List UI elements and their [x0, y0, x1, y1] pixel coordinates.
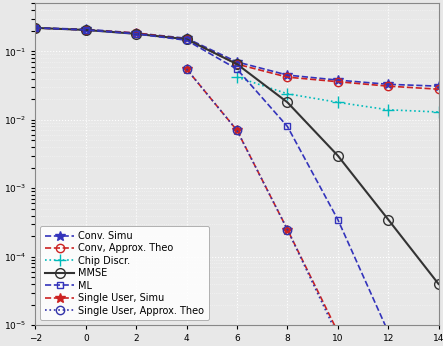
ML — [184, 38, 189, 42]
Line: Conv, Approx. Theo: Conv, Approx. Theo — [31, 24, 443, 93]
Single User, Approx. Theo — [335, 334, 340, 338]
Chip Discr. — [335, 100, 340, 104]
ML — [385, 330, 391, 334]
MMSE — [285, 100, 290, 104]
MMSE — [385, 217, 391, 221]
Line: Conv. Simu: Conv. Simu — [31, 23, 443, 91]
MMSE — [335, 154, 340, 158]
ML — [33, 26, 38, 30]
Chip Discr. — [385, 108, 391, 112]
Single User, Approx. Theo — [234, 128, 240, 133]
Line: Single User, Simu: Single User, Simu — [182, 64, 393, 346]
Legend: Conv. Simu, Conv, Approx. Theo, Chip Discr., MMSE, ML, Single User, Simu, Single: Conv. Simu, Conv, Approx. Theo, Chip Dis… — [40, 226, 209, 320]
Conv. Simu — [335, 78, 340, 82]
ML — [83, 28, 89, 32]
Conv. Simu — [33, 26, 38, 30]
Chip Discr. — [436, 110, 441, 114]
Conv, Approx. Theo — [184, 37, 189, 41]
Conv, Approx. Theo — [133, 31, 139, 35]
Chip Discr. — [234, 75, 240, 79]
Conv, Approx. Theo — [234, 62, 240, 66]
MMSE — [184, 37, 189, 41]
Conv. Simu — [133, 31, 139, 35]
Line: MMSE: MMSE — [31, 23, 443, 289]
Conv, Approx. Theo — [83, 28, 89, 32]
Conv, Approx. Theo — [385, 84, 391, 88]
Conv, Approx. Theo — [33, 26, 38, 30]
Single User, Approx. Theo — [285, 227, 290, 231]
ML — [234, 67, 240, 71]
Single User, Simu — [184, 67, 189, 71]
ML — [335, 217, 340, 221]
Conv. Simu — [184, 36, 189, 40]
Line: Single User, Approx. Theo: Single User, Approx. Theo — [183, 65, 443, 346]
Conv, Approx. Theo — [285, 75, 290, 79]
Single User, Simu — [335, 330, 340, 334]
Conv. Simu — [385, 82, 391, 86]
Single User, Approx. Theo — [184, 67, 189, 71]
MMSE — [133, 32, 139, 36]
MMSE — [83, 28, 89, 32]
MMSE — [33, 26, 38, 30]
Conv, Approx. Theo — [335, 80, 340, 84]
Single User, Simu — [285, 227, 290, 231]
Conv. Simu — [83, 27, 89, 31]
MMSE — [234, 62, 240, 66]
Conv. Simu — [285, 73, 290, 77]
Line: Chip Discr.: Chip Discr. — [231, 72, 443, 118]
Line: ML: ML — [32, 25, 442, 346]
Single User, Simu — [234, 128, 240, 133]
Chip Discr. — [285, 92, 290, 96]
ML — [285, 124, 290, 128]
ML — [133, 32, 139, 36]
Conv. Simu — [234, 60, 240, 64]
MMSE — [436, 282, 441, 286]
Conv. Simu — [436, 84, 441, 88]
Conv, Approx. Theo — [436, 87, 441, 91]
